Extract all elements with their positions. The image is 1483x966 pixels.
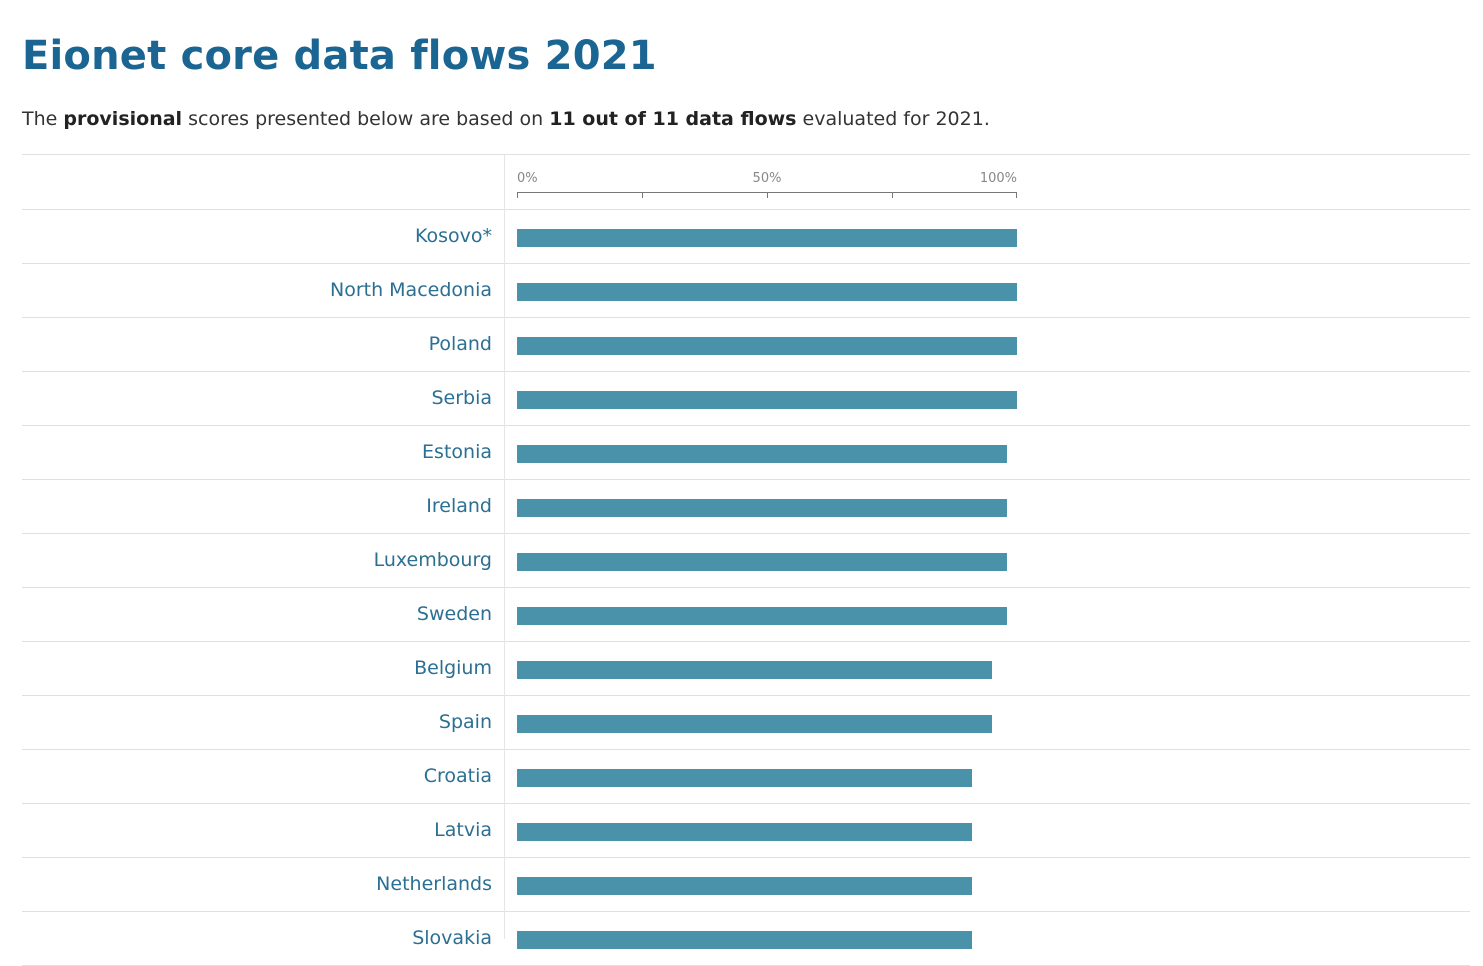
chart-row: Luxembourg xyxy=(22,534,1470,588)
column-divider xyxy=(504,155,505,939)
chart-row: Kosovo* xyxy=(22,210,1470,264)
chart-axis: 0% 50% 100% xyxy=(22,155,1470,210)
category-label[interactable]: Luxembourg xyxy=(373,549,492,571)
score-bar[interactable] xyxy=(517,661,992,679)
score-bar[interactable] xyxy=(517,877,972,895)
score-bar[interactable] xyxy=(517,715,992,733)
chart-row: North Macedonia xyxy=(22,264,1470,318)
score-bar[interactable] xyxy=(517,391,1017,409)
score-bar[interactable] xyxy=(517,823,972,841)
chart-row: Poland xyxy=(22,318,1470,372)
category-label[interactable]: Kosovo* xyxy=(414,225,492,247)
x-tick xyxy=(1016,192,1017,198)
score-bar[interactable] xyxy=(517,445,1007,463)
chart-row: Latvia xyxy=(22,804,1470,858)
category-label[interactable]: Croatia xyxy=(423,765,492,787)
category-label[interactable]: Netherlands xyxy=(376,873,492,895)
chart-row: Ireland xyxy=(22,480,1470,534)
score-bar[interactable] xyxy=(517,229,1017,247)
chart-row: Netherlands xyxy=(22,858,1470,912)
score-bar[interactable] xyxy=(517,769,972,787)
intro-prefix: The xyxy=(22,108,64,130)
category-label[interactable]: Spain xyxy=(438,711,492,733)
category-label[interactable]: Ireland xyxy=(426,495,492,517)
chart-rows: Kosovo* North Macedonia Poland Serbia Estoni… xyxy=(22,210,1470,966)
chart-row: Estonia xyxy=(22,426,1470,480)
intro-middle: scores presented below are based on xyxy=(182,108,550,130)
x-tick-label: 100% xyxy=(979,171,1017,186)
x-tick xyxy=(767,192,768,198)
x-tick xyxy=(517,192,518,198)
chart-row: Spain xyxy=(22,696,1470,750)
category-label[interactable]: Latvia xyxy=(434,819,492,841)
x-tick xyxy=(642,192,643,198)
category-label[interactable]: Serbia xyxy=(431,387,492,409)
page-title: Eionet core data flows 2021 xyxy=(22,33,657,79)
category-label[interactable]: Belgium xyxy=(414,657,492,679)
score-bar[interactable] xyxy=(517,931,972,949)
score-bar[interactable] xyxy=(517,499,1007,517)
score-bar[interactable] xyxy=(517,337,1017,355)
chart-row: Belgium xyxy=(22,642,1470,696)
x-tick xyxy=(892,192,893,198)
chart-row: Serbia xyxy=(22,372,1470,426)
category-label[interactable]: Sweden xyxy=(416,603,492,625)
category-label[interactable]: Slovakia xyxy=(412,927,492,949)
intro-text: The provisional scores presented below a… xyxy=(22,106,990,132)
x-tick-label: 0% xyxy=(517,171,538,186)
category-label[interactable]: North Macedonia xyxy=(329,279,492,301)
chart-row: Croatia xyxy=(22,750,1470,804)
score-chart: 0% 50% 100% Kosovo* North Macedonia Poland Se… xyxy=(22,154,1470,966)
intro-bold-data-flows: 11 out of 11 data flows xyxy=(549,108,797,130)
category-label[interactable]: Estonia xyxy=(422,441,492,463)
intro-bold-provisional: provisional xyxy=(63,108,183,130)
score-bar[interactable] xyxy=(517,553,1007,571)
intro-suffix: evaluated for 2021. xyxy=(796,108,990,130)
x-tick-label: 50% xyxy=(752,171,782,186)
score-bar[interactable] xyxy=(517,283,1017,301)
chart-row: Slovakia xyxy=(22,912,1470,966)
score-bar[interactable] xyxy=(517,607,1007,625)
chart-row: Sweden xyxy=(22,588,1470,642)
category-label[interactable]: Poland xyxy=(428,333,492,355)
